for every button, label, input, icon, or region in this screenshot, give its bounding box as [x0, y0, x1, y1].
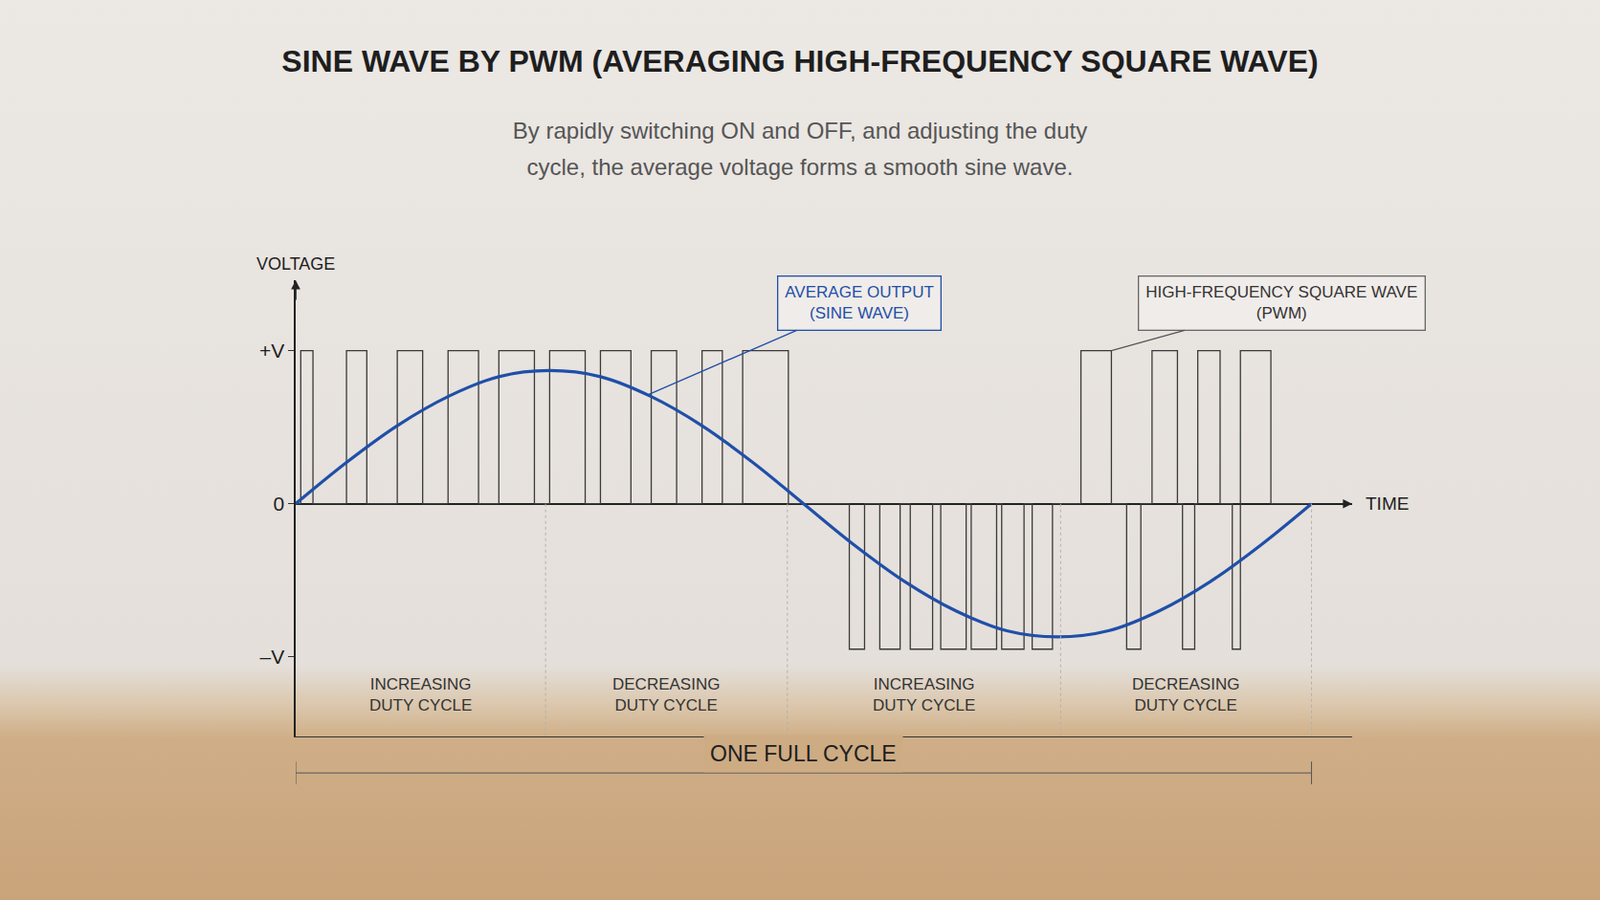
svg-text:0: 0 [273, 492, 286, 515]
svg-text:INCREASINGDUTY CYCLE: INCREASINGDUTY CYCLE [369, 675, 472, 715]
svg-text:TIME: TIME [1365, 493, 1409, 514]
html-text:cycle, the average voltage for: cycle, the average voltage forms a smoot… [526, 154, 1074, 180]
svg-text:DECREASINGDUTY CYCLE: DECREASINGDUTY CYCLE [1132, 675, 1240, 715]
html-text:By rapidly switching ON and OF: By rapidly switching ON and OFF, and adj… [512, 117, 1088, 144]
svg-text:DECREASINGDUTY CYCLE: DECREASINGDUTY CYCLE [612, 675, 720, 715]
svg-text:HIGH-FREQUENCY SQUARE WAVE(PWM: HIGH-FREQUENCY SQUARE WAVE(PWM) [1145, 283, 1418, 323]
svg-text:INCREASINGDUTY CYCLE: INCREASINGDUTY CYCLE [872, 675, 976, 715]
svg-text:AVERAGE OUTPUT(SINE WAVE): AVERAGE OUTPUT(SINE WAVE) [784, 283, 934, 323]
html-text:SINE WAVE BY PWM (AVERAGING HI: SINE WAVE BY PWM (AVERAGING HIGH-FREQUEN… [281, 44, 1319, 79]
svg-text:ONE FULL CYCLE: ONE FULL CYCLE [710, 741, 897, 767]
svg-text:+V: +V [259, 339, 285, 362]
svg-text:VOLTAGE: VOLTAGE [256, 254, 335, 274]
svg-text:–V: –V [260, 645, 286, 668]
